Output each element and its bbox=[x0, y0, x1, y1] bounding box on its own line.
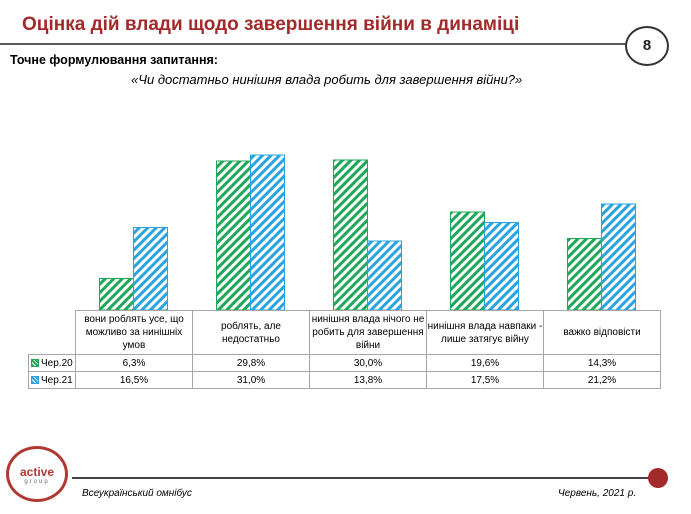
logo-text: active bbox=[19, 465, 55, 479]
data-cell: 6,3% bbox=[75, 354, 193, 372]
data-cell: 29,8% bbox=[192, 354, 310, 372]
data-cell: 13,8% bbox=[309, 371, 427, 389]
legend-swatch-blue bbox=[31, 375, 39, 384]
bar-jun20-1 bbox=[216, 160, 251, 311]
data-cell: 14,3% bbox=[543, 354, 661, 372]
bar-chart bbox=[99, 154, 636, 311]
bar-jun21-1 bbox=[250, 154, 285, 311]
bar-jun21-0 bbox=[133, 227, 168, 311]
survey-date: Червень, 2021 р. bbox=[558, 488, 637, 499]
active-group-logo: active group bbox=[6, 446, 68, 502]
legend-label: Чер.21 bbox=[41, 374, 73, 386]
series-row-jun20: Чер.20 6,3% 29,8% 30,0% 19,6% 14,3% bbox=[28, 354, 661, 372]
bar-jun20-2 bbox=[333, 159, 368, 311]
title-divider bbox=[0, 43, 630, 45]
footer-dot bbox=[648, 468, 668, 488]
data-cell: 30,0% bbox=[309, 354, 427, 372]
category-row: вони роблять усе, що можливо за нинішніх… bbox=[28, 310, 661, 355]
table-corner bbox=[28, 310, 76, 355]
category-label: вони роблять усе, що можливо за нинішніх… bbox=[75, 310, 193, 355]
page-number-badge: 8 bbox=[625, 26, 669, 66]
legend-entry: Чер.20 bbox=[28, 354, 76, 372]
category-label: роблять, але недостатньо bbox=[192, 310, 310, 355]
question-text: «Чи достатньо нинішня влада робить для з… bbox=[131, 72, 523, 87]
data-table: вони роблять усе, що можливо за нинішніх… bbox=[28, 310, 661, 389]
category-label: нинішня влада нічого не робить для завер… bbox=[309, 310, 427, 355]
question-label: Точне формулювання запитання: bbox=[10, 53, 218, 67]
category-label: важко відповісти bbox=[543, 310, 661, 355]
footer-divider bbox=[72, 477, 652, 479]
bar-jun20-0 bbox=[99, 278, 134, 311]
bar-jun21-3 bbox=[484, 222, 519, 311]
bar-jun21-4 bbox=[601, 203, 636, 311]
survey-name: Всеукраїнський омнібус bbox=[82, 488, 192, 499]
bar-jun20-4 bbox=[567, 238, 602, 311]
legend-label: Чер.20 bbox=[41, 357, 73, 369]
data-cell: 16,5% bbox=[75, 371, 193, 389]
bar-jun21-2 bbox=[367, 240, 402, 311]
page-title: Оцінка дій влади щодо завершення війни в… bbox=[22, 14, 520, 35]
bar-jun20-3 bbox=[450, 211, 485, 311]
legend-entry: Чер.21 bbox=[28, 371, 76, 389]
legend-swatch-green bbox=[31, 358, 39, 367]
data-cell: 17,5% bbox=[426, 371, 544, 389]
series-row-jun21: Чер.21 16,5% 31,0% 13,8% 17,5% 21,2% bbox=[28, 371, 661, 389]
logo-subtext: group bbox=[24, 479, 50, 485]
category-label: нинішня влада навпаки - лише затягує вій… bbox=[426, 310, 544, 355]
data-cell: 31,0% bbox=[192, 371, 310, 389]
data-cell: 19,6% bbox=[426, 354, 544, 372]
data-cell: 21,2% bbox=[543, 371, 661, 389]
